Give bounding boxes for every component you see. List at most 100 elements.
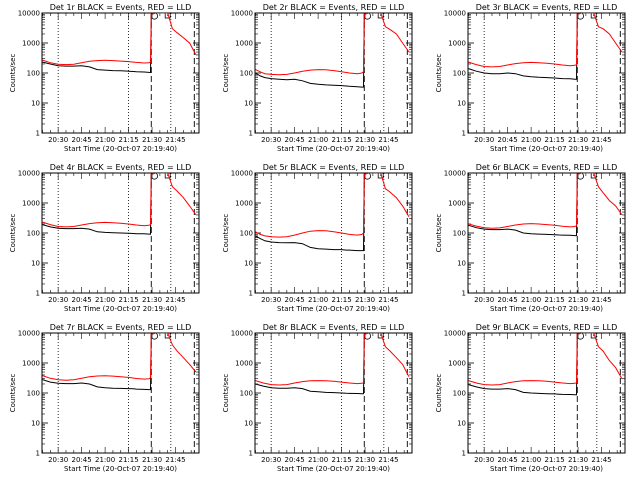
x-tick-label: 21:45 — [378, 456, 398, 464]
y-tick-label: 100 — [453, 230, 466, 238]
x-tick-label: 21:15 — [544, 136, 564, 144]
y-axis-label: Counts/sec — [222, 374, 230, 413]
x-tick-label: 21:45 — [591, 136, 611, 144]
x-tick-label: 20:45 — [72, 136, 92, 144]
y-tick-label: 10000 — [444, 170, 466, 178]
y-tick-label: 10 — [31, 420, 40, 428]
x-tick-label: 21:30 — [568, 136, 588, 144]
x-tick-label: 21:30 — [142, 136, 162, 144]
y-tick-label: 1 — [249, 290, 253, 298]
x-tick-label: 20:30 — [261, 456, 281, 464]
plot-frame — [467, 332, 626, 454]
lld-series-line — [42, 173, 197, 228]
detector-panel-4: Det 4r BLACK = Events, RED = LLD 1 10 100 10… — [9, 163, 200, 313]
events-series-line — [255, 13, 369, 88]
x-tick-label: 21:30 — [568, 296, 588, 304]
lld-series-line — [468, 13, 623, 68]
detector-panel-8: Det 8r BLACK = Events, RED = LLD 1 10 100 10… — [222, 323, 413, 473]
y-tick-label: 10 — [244, 260, 253, 268]
x-tick-label: 21:30 — [355, 136, 375, 144]
y-tick-label: 100 — [240, 70, 253, 78]
events-series-line — [42, 13, 156, 74]
y-tick-label: 10000 — [444, 10, 466, 18]
x-tick-label: 21:15 — [544, 456, 564, 464]
x-tick-label: 21:30 — [142, 456, 162, 464]
x-tick-label: 20:45 — [72, 296, 92, 304]
lld-series-line — [468, 333, 623, 386]
y-tick-label: 1 — [462, 290, 466, 298]
y-tick-label: 100 — [240, 390, 253, 398]
panel-title: Det 9r BLACK = Events, RED = LLD — [476, 323, 618, 332]
x-tick-label: 20:45 — [498, 136, 518, 144]
x-tick-label: 21:15 — [544, 296, 564, 304]
y-tick-label: 10 — [31, 100, 40, 108]
x-tick-label: 20:45 — [285, 456, 305, 464]
x-tick-label: 20:30 — [474, 456, 494, 464]
y-tick-label: 10000 — [18, 10, 40, 18]
x-axis-label: Start Time (20-Oct-07 20:19:40) — [277, 465, 390, 473]
y-tick-label: 10 — [457, 100, 466, 108]
panel-title: Det 1r BLACK = Events, RED = LLD — [50, 3, 192, 12]
events-series-line — [42, 173, 156, 235]
panel-title: Det 3r BLACK = Events, RED = LLD — [476, 3, 618, 12]
events-series-line — [468, 173, 582, 237]
plot-frame — [41, 332, 200, 454]
lld-series-line — [468, 173, 623, 229]
y-tick-label: 1000 — [235, 200, 253, 208]
y-axis-label: Counts/sec — [435, 214, 443, 253]
y-tick-label: 100 — [453, 70, 466, 78]
x-tick-label: 20:30 — [474, 296, 494, 304]
x-tick-label: 20:30 — [48, 456, 68, 464]
x-tick-label: 21:15 — [331, 296, 351, 304]
x-tick-label: 20:45 — [72, 456, 92, 464]
y-axis-label: Counts/sec — [9, 374, 17, 413]
events-series-line — [255, 173, 369, 252]
y-axis-label: Counts/sec — [222, 54, 230, 93]
x-tick-label: 20:45 — [285, 136, 305, 144]
y-axis-label: Counts/sec — [9, 214, 17, 253]
x-tick-label: 21:15 — [118, 456, 138, 464]
x-tick-label: 21:00 — [521, 136, 541, 144]
y-tick-label: 10 — [244, 420, 253, 428]
x-tick-label: 21:00 — [521, 456, 541, 464]
x-tick-label: 20:30 — [261, 296, 281, 304]
y-tick-label: 1000 — [235, 360, 253, 368]
x-tick-label: 21:15 — [331, 456, 351, 464]
events-series-line — [468, 13, 582, 80]
x-tick-label: 21:30 — [142, 296, 162, 304]
y-tick-label: 1 — [36, 130, 40, 138]
lld-series-line — [255, 13, 410, 76]
x-tick-label: 21:45 — [591, 456, 611, 464]
x-axis-label: Start Time (20-Oct-07 20:19:40) — [490, 145, 603, 153]
x-axis-label: Start Time (20-Oct-07 20:19:40) — [277, 305, 390, 313]
y-tick-label: 10 — [457, 260, 466, 268]
x-axis-label: Start Time (20-Oct-07 20:19:40) — [64, 305, 177, 313]
detector-panel-5: Det 5r BLACK = Events, RED = LLD 1 10 100 10… — [222, 163, 413, 313]
y-tick-label: 1 — [462, 130, 466, 138]
y-axis-label: Counts/sec — [435, 54, 443, 93]
lld-series-line — [255, 333, 410, 386]
y-tick-label: 1 — [249, 130, 253, 138]
x-tick-label: 21:00 — [308, 296, 328, 304]
x-tick-label: 21:15 — [118, 296, 138, 304]
detector-panel-9: Det 9r BLACK = Events, RED = LLD 1 10 100 10… — [435, 323, 626, 473]
y-tick-label: 100 — [27, 230, 40, 238]
y-tick-label: 1000 — [22, 360, 40, 368]
plot-frame — [467, 12, 626, 134]
y-axis-label: Counts/sec — [435, 374, 443, 413]
y-tick-label: 1 — [462, 450, 466, 458]
x-tick-label: 21:00 — [95, 456, 115, 464]
x-tick-label: 21:30 — [355, 296, 375, 304]
y-tick-label: 1000 — [448, 360, 466, 368]
x-tick-label: 20:45 — [498, 296, 518, 304]
x-tick-label: 21:45 — [165, 136, 185, 144]
y-tick-label: 1000 — [22, 40, 40, 48]
y-axis-label: Counts/sec — [9, 54, 17, 93]
x-tick-label: 20:30 — [48, 136, 68, 144]
panel-title: Det 5r BLACK = Events, RED = LLD — [263, 163, 405, 172]
y-tick-label: 10000 — [231, 170, 253, 178]
x-tick-label: 21:45 — [165, 456, 185, 464]
x-axis-label: Start Time (20-Oct-07 20:19:40) — [277, 145, 390, 153]
